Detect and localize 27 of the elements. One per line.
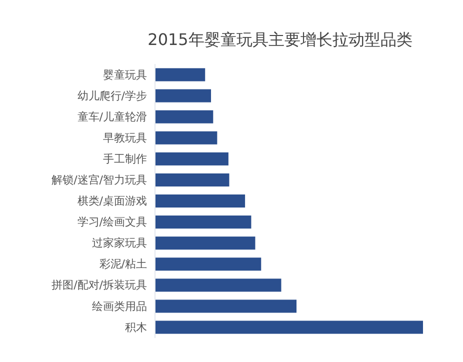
bar: [155, 278, 282, 292]
bar: [155, 300, 297, 313]
bar: [155, 258, 262, 271]
bar: [155, 216, 252, 229]
bar: [155, 320, 423, 334]
bar: [155, 173, 230, 186]
y-tick-label: 过家家玩具: [92, 236, 147, 250]
y-tick-label: 拼图/配对/拆装玩具: [52, 278, 147, 292]
bar: [155, 236, 256, 250]
y-tick-label: 棋类/桌面游戏: [77, 194, 147, 208]
y-tick-label: 绘画类用品: [92, 300, 147, 313]
bar: [155, 152, 228, 166]
bar: [155, 131, 218, 144]
bar: [155, 110, 214, 124]
chart-title: 2015年婴童玩具主要增长拉动型品类: [148, 30, 412, 49]
bar: [155, 89, 212, 102]
y-tick-label: 幼儿爬行/学步: [77, 89, 147, 102]
y-tick-label: 早教玩具: [103, 131, 147, 144]
y-tick-label: 积木: [125, 320, 147, 334]
bar: [155, 68, 206, 82]
bar: [155, 194, 246, 208]
y-tick-label: 手工制作: [103, 152, 147, 166]
y-tick-label: 童车/儿童轮滑: [77, 110, 147, 124]
y-tick-label: 学习/绘画文具: [77, 216, 147, 229]
y-tick-label: 彩泥/粘土: [99, 258, 147, 271]
y-tick-label: 婴童玩具: [103, 68, 147, 82]
y-tick-label: 解锁/迷宫/智力玩具: [52, 173, 147, 186]
